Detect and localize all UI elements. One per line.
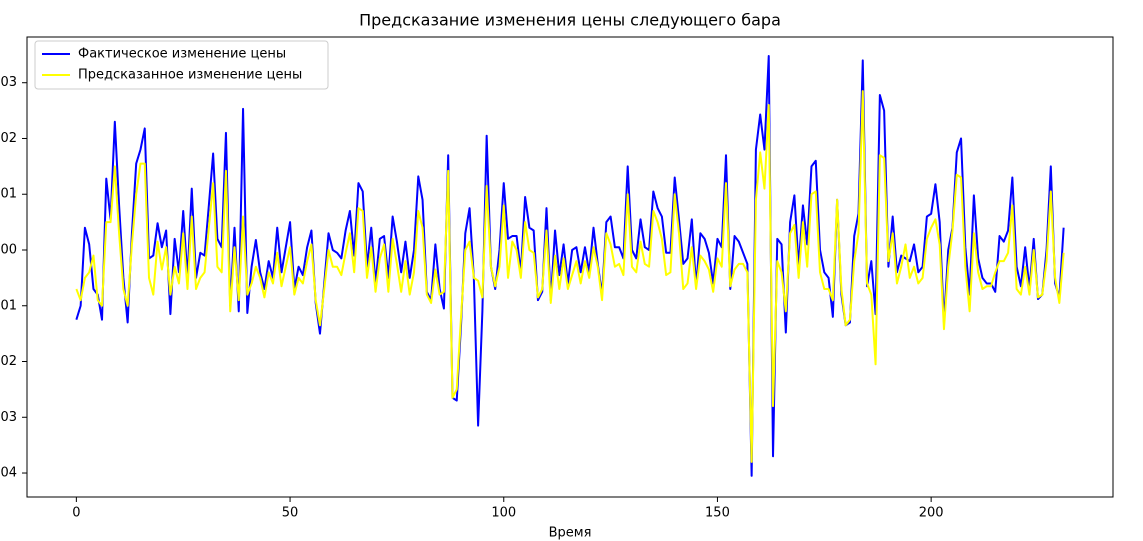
y-tick-label: 00: [0, 242, 17, 257]
plot-frame: [26, 36, 1114, 498]
y-tick-label: 02: [0, 131, 17, 146]
legend-box: [34, 40, 329, 90]
x-axis-label: Время: [549, 526, 592, 541]
data-line: [75, 90, 1065, 463]
y-tick-label: 01: [0, 298, 17, 313]
chart-title: Предсказание изменения цены следующего б…: [359, 11, 781, 30]
x-tick-label: 200: [919, 506, 944, 521]
data-line: [75, 54, 1065, 477]
y-tick-label: 01: [0, 187, 17, 202]
x-tick-label: 50: [282, 506, 299, 521]
y-tick-label: 03: [0, 410, 17, 425]
x-tick-label: 0: [72, 506, 80, 521]
x-tick-label: 150: [705, 506, 730, 521]
x-tick-label: 100: [491, 506, 516, 521]
legend-label: Предсказанное изменение цены: [78, 68, 302, 83]
y-tick-label: 03: [0, 75, 17, 90]
y-tick-label: 02: [0, 354, 17, 369]
legend-label: Фактическое изменение цены: [78, 47, 286, 62]
y-tick-label: 04: [0, 466, 17, 481]
